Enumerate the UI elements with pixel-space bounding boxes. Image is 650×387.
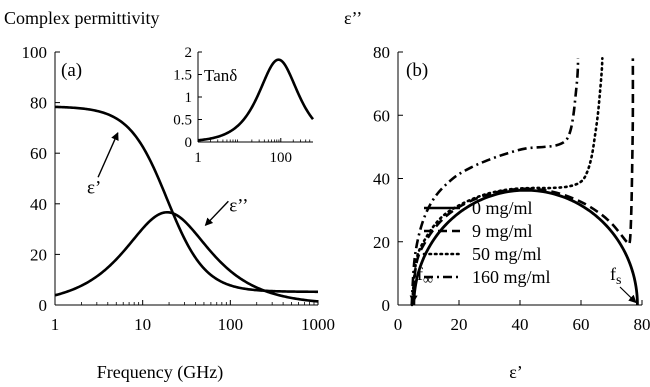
- panel-a-y-tick-label: 0: [39, 296, 48, 315]
- panel-b-xlabel: ε’: [509, 362, 523, 382]
- panel-a-x-tick-label: 1: [51, 315, 60, 334]
- panel-b-y-tick-label: 20: [373, 233, 390, 252]
- legend-label: 9 mg/ml: [472, 221, 533, 241]
- panel-a-arrow-eps-imag: [204, 200, 229, 227]
- panel-a-annotation-eps-real: ε’: [87, 178, 101, 199]
- panel-b-x-tick-label: 20: [451, 315, 468, 334]
- inset-x-tick-label: 1: [194, 150, 202, 166]
- panel-a-y-tick-label: 80: [30, 94, 47, 113]
- inset-label: Tanδ: [204, 66, 237, 85]
- panel-b-series-50-mg-ml: [410, 57, 604, 307]
- legend-label: 0 mg/ml: [472, 198, 533, 218]
- panel-b-label: (b): [406, 60, 428, 81]
- panel-b-y-tick-label: 40: [373, 170, 390, 189]
- panel-b-arrow-f-inf: [409, 285, 418, 304]
- panel-b-x-tick-label: 80: [634, 315, 650, 334]
- inset-series-tan-delta: [197, 58, 315, 142]
- panel-b-y-tick-label: 80: [373, 43, 390, 62]
- panel-b-series-0-mg-ml: [412, 188, 639, 306]
- inset-y-tick-label: 1.5: [173, 68, 192, 84]
- inset-y-tick-label: 2: [185, 45, 193, 61]
- panel-b-y-tick-label: 60: [373, 106, 390, 125]
- panel-b-arrow-f-s: [619, 286, 637, 304]
- panel-b-x-tick-label: 60: [573, 315, 590, 334]
- panel-b-x-tick-label: 0: [394, 315, 403, 334]
- panel-a-series-eps-imag: [54, 210, 319, 303]
- panel-a-y-tick-label: 100: [22, 43, 48, 62]
- panel-b-series-160-mg-ml: [410, 58, 580, 306]
- panel-a-series-eps-real: [54, 105, 319, 294]
- inset-x-tick-label: 100: [270, 150, 293, 166]
- panel-a-y-tick-label: 60: [30, 144, 47, 163]
- legend-label: 50 mg/ml: [472, 244, 542, 264]
- inset-y-tick-label: 0: [185, 135, 193, 151]
- panel-a-arrow-eps-real: [97, 132, 119, 178]
- inset-y-tick-label: 0.5: [173, 113, 192, 129]
- panel-a-label: (a): [61, 60, 82, 81]
- panel-b-chart: 0 20 40 60 80 0 20 40 60 80 (b) 0 mg/ml 9 mg/ml 50 mg…: [373, 43, 650, 334]
- panel-a-y-tick-label: 20: [30, 245, 47, 264]
- panel-b-ylabel: ε’’: [344, 8, 362, 28]
- panel-a-title: Complex permittivity: [4, 8, 160, 28]
- panel-a-annotation-eps-imag: ε’’: [229, 195, 248, 216]
- panel-a-x-tick-label: 10: [134, 315, 151, 334]
- panel-b-series-9-mg-ml: [411, 58, 635, 306]
- panel-a-inset-chart: 0 0.5 1 1.5 2 1 100 Tanδ: [173, 45, 315, 166]
- inset-y-tick-label: 1: [185, 90, 193, 106]
- panel-b-label-f-inf: f∞: [417, 264, 433, 288]
- legend-label: 160 mg/ml: [472, 267, 551, 287]
- panel-a-xlabel: Frequency (GHz): [97, 362, 223, 383]
- panel-a-y-tick-label: 40: [30, 195, 47, 214]
- panel-a-x-tick-label: 1000: [301, 315, 335, 334]
- panel-a-x-tick-label: 100: [218, 315, 244, 334]
- panel-b-x-tick-label: 40: [512, 315, 529, 334]
- panel-b-y-tick-label: 0: [382, 296, 391, 315]
- panel-b-label-f-s: fs: [610, 264, 621, 288]
